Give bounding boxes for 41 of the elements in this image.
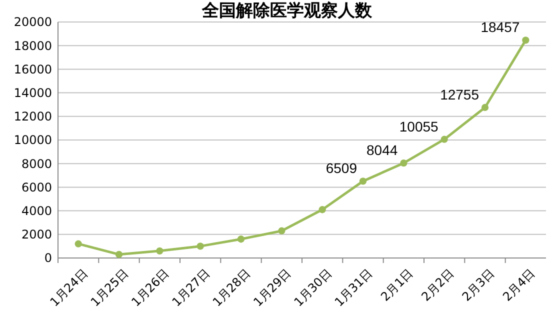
y-tick-label: 0 xyxy=(44,251,52,266)
data-label: 18457 xyxy=(480,19,520,36)
x-tick-label: 1月29日 xyxy=(250,266,294,310)
x-tick-label: 1月26日 xyxy=(128,266,172,310)
x-tick-label: 2月3日 xyxy=(459,266,498,304)
point xyxy=(359,178,367,185)
x-tick-label: 1月27日 xyxy=(169,266,212,310)
x-tick-label: 1月28日 xyxy=(210,266,254,310)
point xyxy=(196,242,204,250)
y-tick-label: 14000 xyxy=(14,86,52,100)
y-tick-label: 6000 xyxy=(21,180,52,194)
data-label: 6509 xyxy=(326,160,358,176)
chart-title: 全国解除医学观察人数 xyxy=(201,1,373,21)
point xyxy=(522,36,530,44)
x-tick-label: 2月4日 xyxy=(500,266,538,304)
y-tick-label: 12000 xyxy=(14,110,52,124)
y-tick-label: 20000 xyxy=(14,15,52,30)
x-tick-label: 1月25日 xyxy=(88,266,132,310)
data-label: 10055 xyxy=(399,118,439,134)
x-tick-label: 2月1日 xyxy=(378,266,416,304)
y-tick-label: 8000 xyxy=(21,156,52,171)
y-tick-label: 18000 xyxy=(14,38,52,53)
y-tick-label: 4000 xyxy=(21,204,52,218)
point xyxy=(237,236,245,243)
y-tick-label: 2000 xyxy=(21,228,52,242)
data-label: 12755 xyxy=(440,86,480,102)
y-tick-label: 10000 xyxy=(14,133,52,148)
y-tick-label: 16000 xyxy=(14,62,52,76)
x-tick-label: 2月2日 xyxy=(418,266,456,304)
point xyxy=(115,250,123,258)
point xyxy=(278,227,286,234)
x-tick-label: 1月24日 xyxy=(47,266,90,310)
point xyxy=(318,206,326,214)
data-label: 8044 xyxy=(366,142,398,158)
x-tick-label: 1月30日 xyxy=(291,266,334,310)
point xyxy=(440,136,448,143)
point xyxy=(481,104,489,112)
point xyxy=(156,247,164,254)
point xyxy=(400,160,408,167)
x-tick-label: 1月31日 xyxy=(332,266,376,310)
point xyxy=(74,240,82,248)
